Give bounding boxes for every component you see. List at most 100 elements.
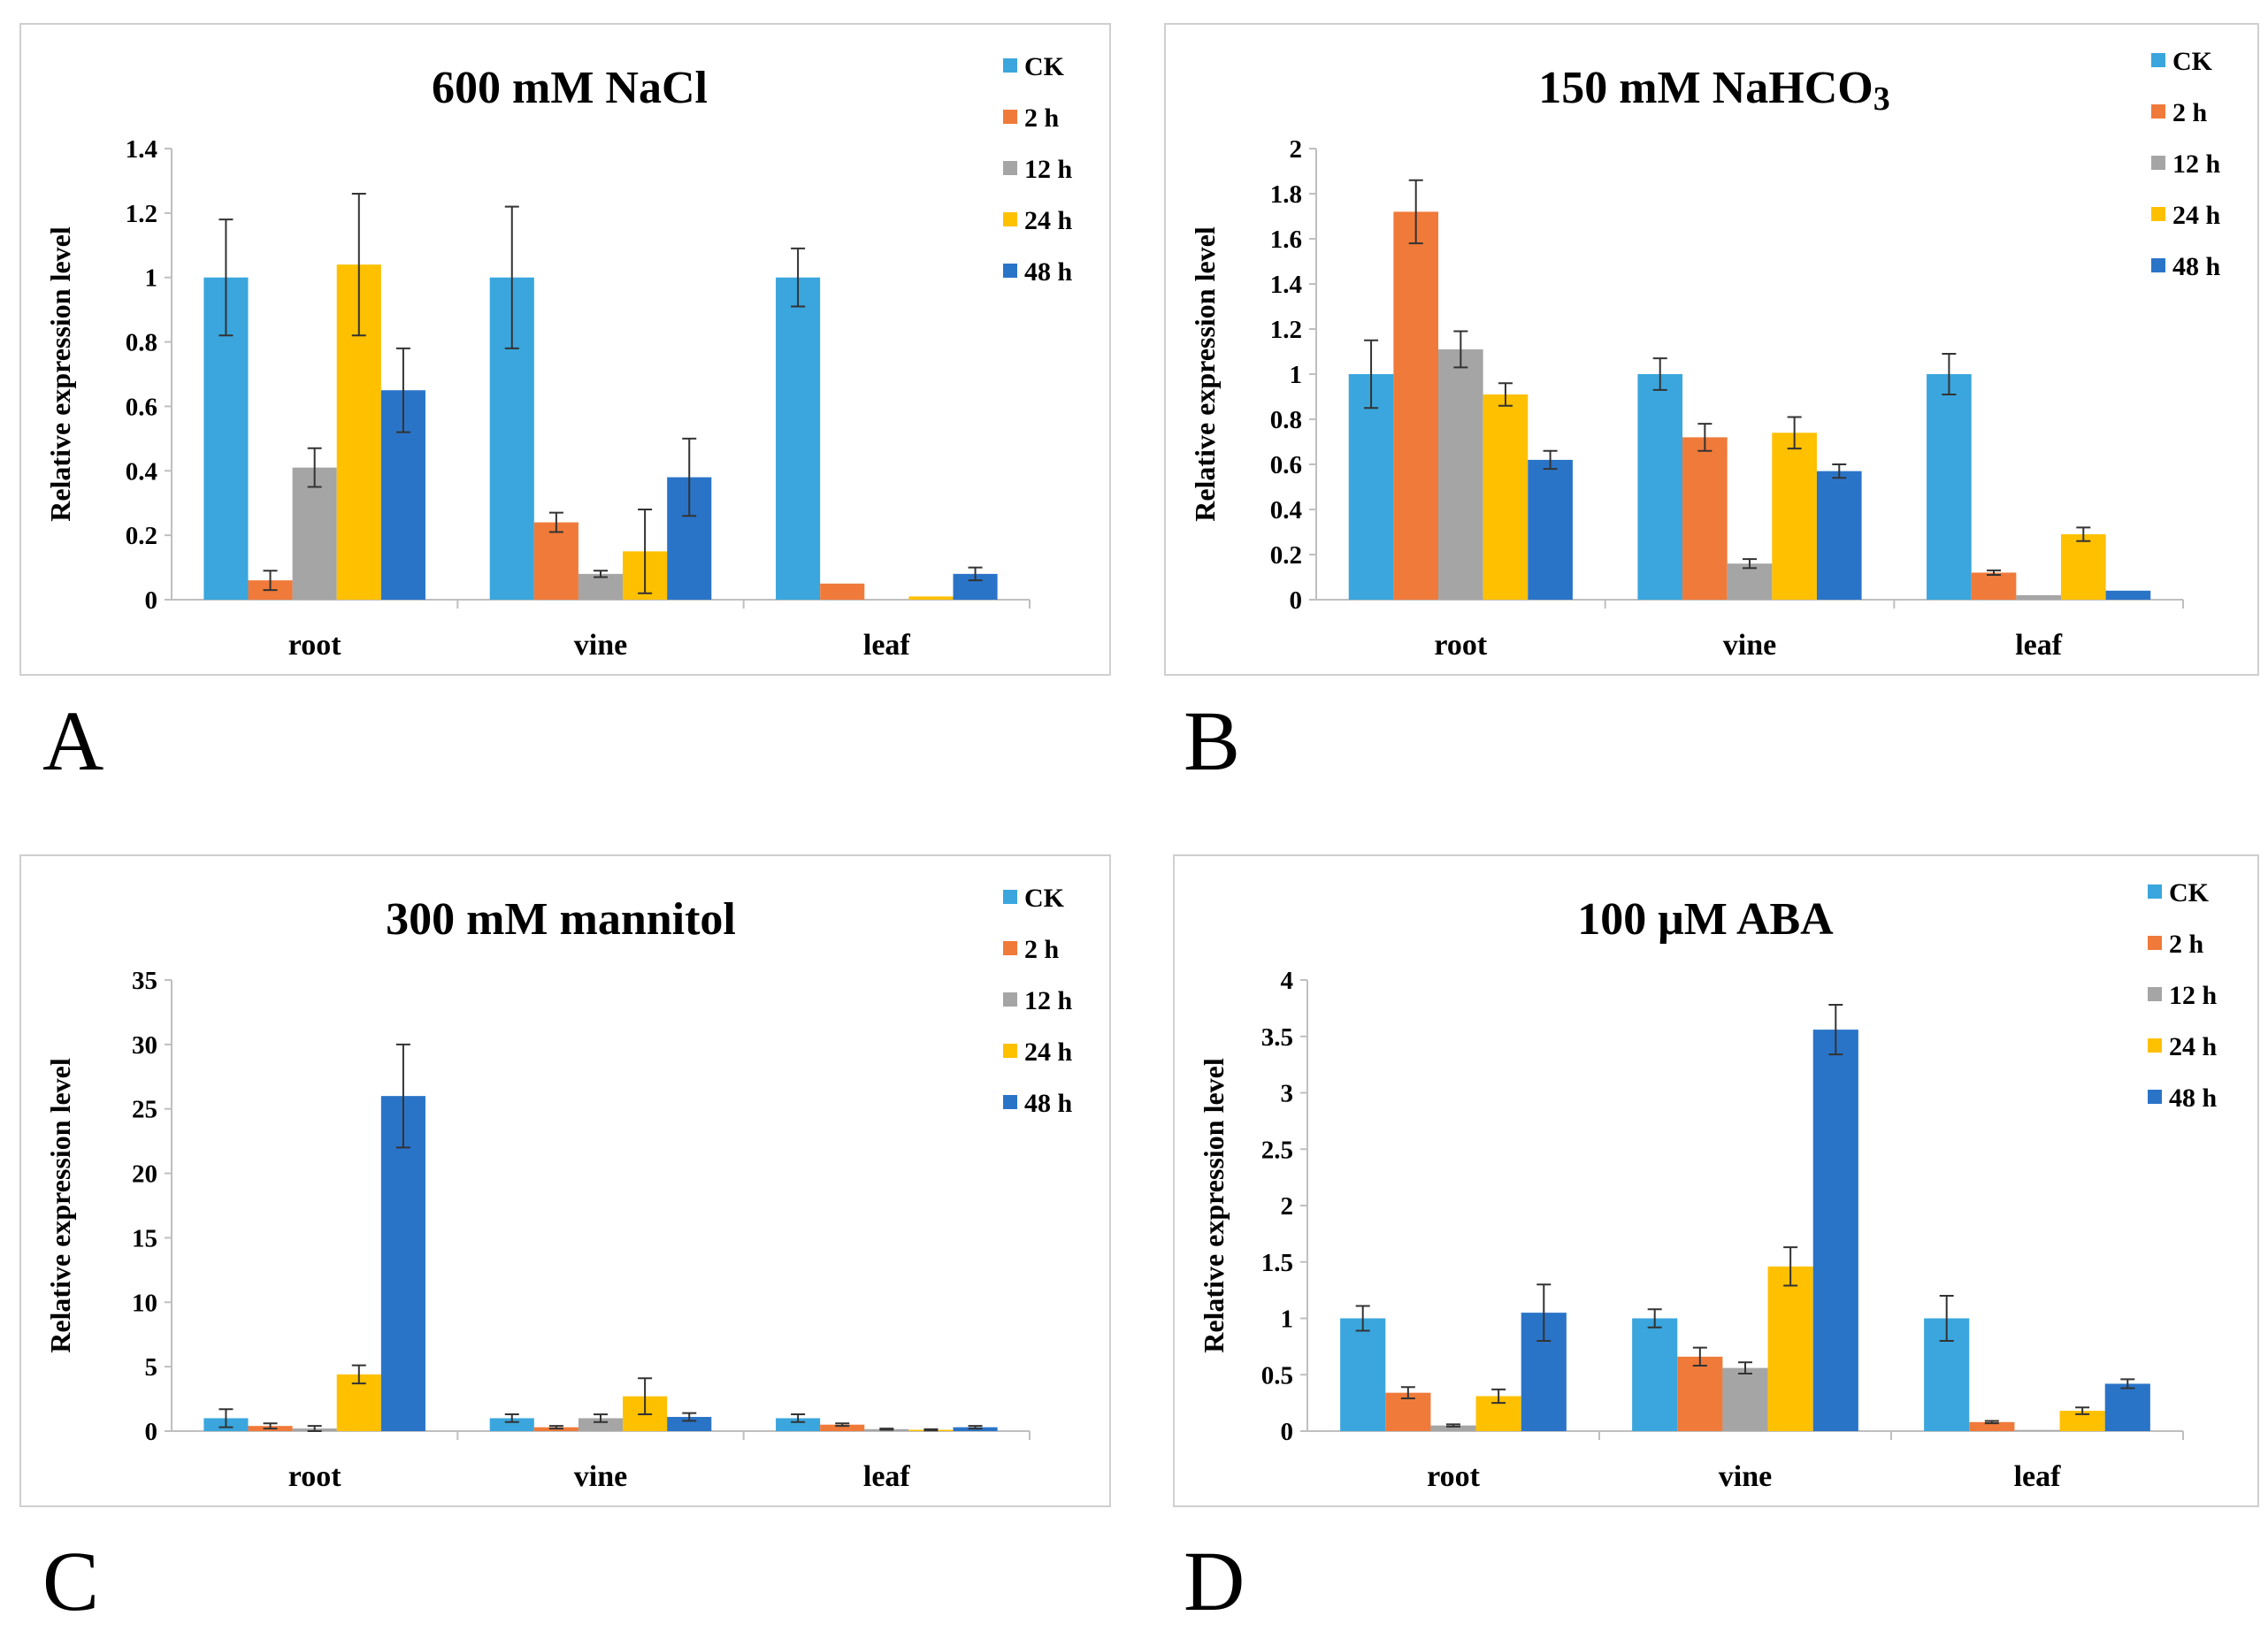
bar	[533, 522, 578, 600]
bar	[1969, 1421, 2015, 1431]
bar	[776, 1418, 821, 1431]
chart-c-svg: 300 mM mannitol Relative expression level…	[44, 884, 1073, 1493]
chart-title: 300 mM mannitol	[386, 894, 736, 945]
y-tick-label: 0.8	[1270, 406, 1302, 434]
legend-label: 48 h	[1024, 257, 1073, 287]
y-tick-label: 0	[1281, 1418, 1294, 1446]
chart-d-svg: 100 μM ABA Relative expression level 0 0.5 1…	[1198, 878, 2218, 1493]
legend-label: CK	[1024, 884, 1065, 913]
y-tick-label: 30	[132, 1031, 157, 1060]
chart-a-svg: 600 mM NaCl Relative expression level 0 0.2…	[44, 52, 1073, 662]
y-tick-label: 0.6	[1270, 451, 1302, 479]
y-tick-label: 35	[132, 967, 157, 995]
bar	[2014, 1429, 2060, 1431]
y-tick-label: 3.5	[1261, 1023, 1293, 1052]
bar	[820, 583, 865, 600]
chart-title-subscript: 3	[1873, 80, 1890, 118]
y-tick-label: 2	[1290, 135, 1303, 164]
y-tick-label: 4	[1281, 967, 1294, 995]
chart-panel-c: 300 mM mannitol Relative expression level…	[19, 854, 1111, 1507]
bar	[380, 1096, 425, 1431]
legend-label: CK	[2172, 47, 2213, 76]
legend-swatch	[2148, 1090, 2162, 1104]
x-category-label: vine	[1719, 1460, 1772, 1493]
legend-swatch	[1003, 58, 1017, 73]
chart-title: 600 mM NaCl	[432, 63, 708, 113]
y-tick-label: 0.4	[126, 457, 157, 486]
chart-title: 100 μM ABA	[1577, 894, 1834, 945]
legend-swatch	[2151, 258, 2165, 272]
panel-letter-c: C	[42, 1534, 100, 1628]
legend-swatch	[2148, 1038, 2162, 1053]
legend-swatch	[2151, 104, 2165, 119]
bar	[776, 277, 821, 600]
legend-label: 48 h	[2169, 1084, 2218, 1113]
y-tick-label: 20	[132, 1160, 157, 1189]
legend-swatch	[1003, 161, 1017, 175]
bar	[1528, 459, 1573, 600]
legend-label: 24 h	[2172, 201, 2221, 230]
x-category-label: vine	[574, 1460, 627, 1493]
y-tick-label: 2.5	[1261, 1136, 1293, 1164]
bar	[2105, 590, 2151, 600]
x-category-label: leaf	[863, 629, 911, 662]
bar	[1767, 1266, 1813, 1431]
y-tick-label: 1.4	[1270, 271, 1302, 299]
y-tick-label: 1.5	[1261, 1249, 1293, 1277]
bar	[1682, 437, 1728, 600]
legend-swatch	[1003, 264, 1017, 278]
y-tick-label: 1.6	[1270, 226, 1302, 254]
chart-b-svg: 150 mM NaHCO3 Relative expression level 0 0…	[1189, 47, 2221, 662]
y-tick-label: 1	[1281, 1306, 1294, 1334]
legend-label: 2 h	[1024, 935, 1060, 964]
legend-label: 24 h	[1024, 1038, 1073, 1067]
y-tick-label: 3	[1281, 1080, 1294, 1108]
legend-swatch	[2151, 156, 2165, 170]
legend-label: 12 h	[2172, 149, 2221, 179]
legend-label: 2 h	[2169, 930, 2204, 959]
legend-swatch	[1003, 212, 1017, 226]
y-tick-label: 25	[132, 1096, 157, 1124]
y-axis-label: Relative expression level	[1198, 1058, 1230, 1353]
bar	[820, 1424, 865, 1431]
bar	[1727, 563, 1773, 600]
bar	[1348, 374, 1394, 600]
x-category-label: leaf	[2014, 1460, 2062, 1493]
bar	[489, 1418, 534, 1431]
y-tick-label: 0.4	[1270, 496, 1302, 525]
legend-label: 48 h	[2172, 252, 2221, 281]
bar	[1772, 433, 1817, 600]
y-tick-label: 2	[1281, 1192, 1294, 1221]
legend-label: 48 h	[1024, 1089, 1073, 1118]
legend-label: 12 h	[2169, 981, 2218, 1010]
bar	[1393, 211, 1439, 600]
y-tick-label: 0.5	[1261, 1361, 1293, 1390]
legend-swatch	[1003, 992, 1017, 1007]
legend-label: 12 h	[1024, 986, 1073, 1015]
x-category-label: root	[1434, 629, 1487, 662]
bar	[667, 1416, 712, 1431]
y-tick-label: 1.2	[1270, 316, 1302, 344]
bar	[1927, 374, 1972, 600]
bar	[1340, 1318, 1386, 1431]
y-tick-label: 1.4	[126, 135, 157, 164]
chart-panel-d: 100 μM ABA Relative expression level 0 0.5 1…	[1173, 854, 2259, 1507]
x-category-label: leaf	[863, 1460, 911, 1493]
legend-label: 2 h	[1024, 103, 1060, 133]
y-tick-label: 0.8	[126, 329, 157, 357]
y-tick-label: 0	[1290, 586, 1303, 615]
x-category-label: vine	[574, 629, 627, 662]
bar	[2060, 534, 2106, 600]
legend-label: 24 h	[2169, 1032, 2218, 1061]
legend-swatch	[1003, 890, 1017, 904]
y-tick-label: 0	[145, 1418, 158, 1446]
chart-panel-b: 150 mM NaHCO3 Relative expression level 0 0…	[1164, 23, 2259, 676]
y-tick-label: 1	[145, 264, 158, 293]
panel-letter-a: A	[42, 693, 104, 788]
y-tick-label: 1	[1290, 361, 1303, 389]
y-tick-label: 0.2	[126, 522, 157, 550]
bar	[1637, 374, 1683, 600]
bar	[1483, 394, 1529, 600]
bar	[1812, 1030, 1858, 1431]
bar	[578, 1418, 624, 1431]
